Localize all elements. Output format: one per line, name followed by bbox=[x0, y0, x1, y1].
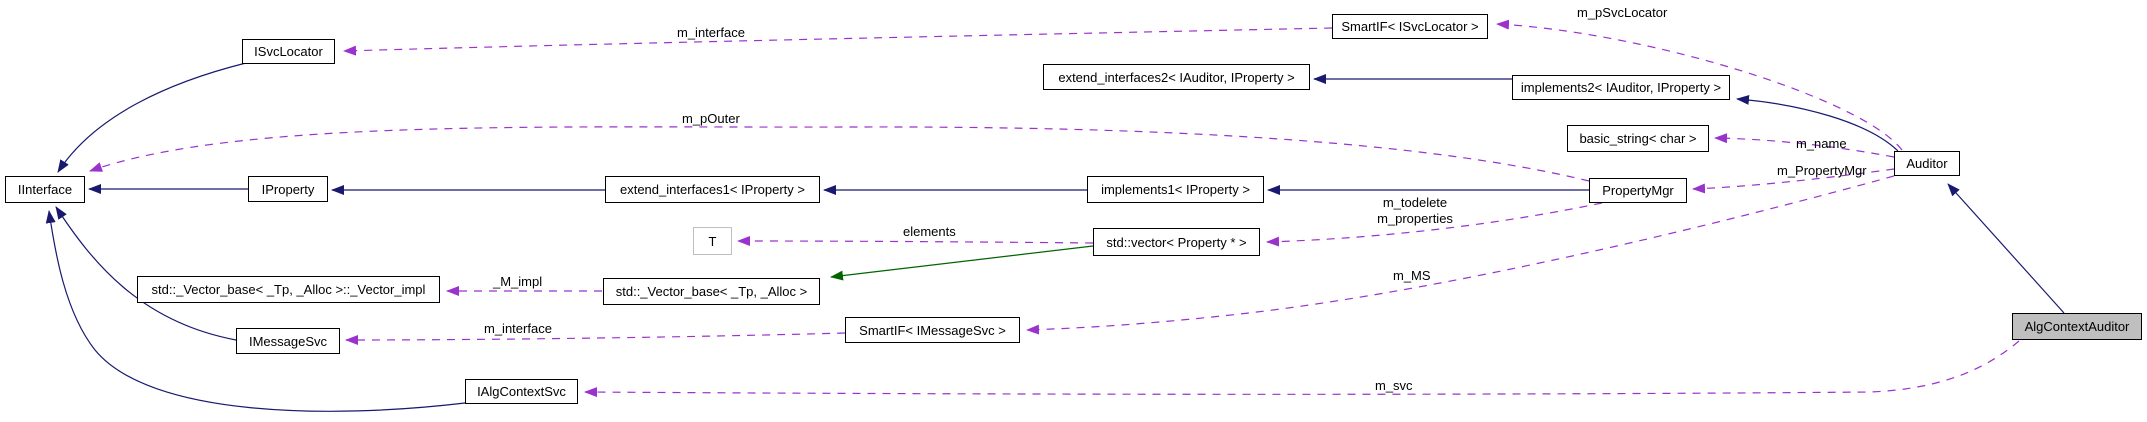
node-imessagesvc[interactable]: IMessageSvc bbox=[236, 328, 340, 354]
edge-label-m-interface-svclocator: m_interface bbox=[677, 25, 745, 40]
edge-usage-propertymgr-stdvector bbox=[1266, 202, 1603, 247]
node-smartif-imessagesvc[interactable]: SmartIF< IMessageSvc > bbox=[845, 317, 1020, 343]
node-std-vector[interactable]: std::vector< Property * > bbox=[1093, 228, 1260, 256]
edge-inherit-imessagesvc-iinterface bbox=[55, 206, 237, 341]
node-implements2[interactable]: implements2< IAuditor, IProperty > bbox=[1512, 75, 1730, 100]
node-implements1[interactable]: implements1< IProperty > bbox=[1087, 176, 1264, 203]
edge-label-m-pouter: m_pOuter bbox=[682, 111, 740, 126]
node-propertymgr[interactable]: PropertyMgr bbox=[1589, 178, 1687, 203]
edge-label-m-psvclocator: m_pSvcLocator bbox=[1577, 5, 1668, 20]
edge-label-m-name: m_name bbox=[1796, 136, 1847, 151]
node-extend-interfaces2[interactable]: extend_interfaces2< IAuditor, IProperty … bbox=[1043, 64, 1310, 90]
edge-label-m-svc: m_svc bbox=[1375, 378, 1413, 393]
edge-usage-auditor-smartifimessagesvc bbox=[1026, 175, 1895, 335]
edge-usage-auditor-propertymgr bbox=[1692, 168, 1895, 194]
node-isvclocator[interactable]: ISvcLocator bbox=[242, 39, 335, 64]
edge-usage-stdvector-tparam bbox=[737, 236, 1094, 247]
node-algcontextauditor-focus: AlgContextAuditor bbox=[2012, 313, 2142, 340]
edge-inherit-algcontextauditor-auditor bbox=[1947, 183, 2065, 314]
edge-label-m-properties: m_properties bbox=[1377, 211, 1453, 226]
node-template-param-t: T bbox=[693, 227, 732, 255]
edge-usage-smartifimessagesvc-imessagesvc bbox=[345, 332, 846, 345]
edge-label-m-todelete: m_todelete bbox=[1382, 195, 1448, 210]
node-extend-interfaces1[interactable]: extend_interfaces1< IProperty > bbox=[605, 176, 820, 203]
edge-usage-auditor-basicstring bbox=[1714, 133, 1895, 158]
node-auditor[interactable]: Auditor bbox=[1894, 151, 1960, 176]
edge-inherit-ialgcontextsvc-iinterface bbox=[45, 210, 466, 412]
node-vector-base[interactable]: std::_Vector_base< _Tp, _Alloc > bbox=[603, 278, 820, 305]
node-iproperty[interactable]: IProperty bbox=[248, 176, 328, 202]
edge-label-m-interface-messagesvc: m_interface bbox=[484, 321, 552, 336]
edge-usage-smartifisvclocator-isvclocator bbox=[343, 27, 1333, 56]
edge-inherit-stdvector-vectorbase bbox=[830, 245, 1094, 281]
edge-label-m-propertymgr: m_PropertyMgr bbox=[1777, 163, 1867, 178]
node-iinterface[interactable]: IInterface bbox=[5, 176, 85, 203]
node-basic-string[interactable]: basic_string< char > bbox=[1567, 125, 1709, 152]
node-smartif-isvclocator[interactable]: SmartIF< ISvcLocator > bbox=[1332, 14, 1488, 39]
edge-label-m-ms: m_MS bbox=[1393, 268, 1431, 283]
edge-usage-propertymgr-iinterface bbox=[89, 126, 1590, 182]
edge-label-m-impl: _M_impl bbox=[493, 274, 543, 289]
edge-label-elements: elements bbox=[903, 224, 956, 239]
node-ialgcontextsvc[interactable]: IAlgContextSvc bbox=[465, 379, 578, 404]
node-vector-impl[interactable]: std::_Vector_base< _Tp, _Alloc >::_Vecto… bbox=[137, 276, 440, 303]
edge-usage-algcontextauditor-ialgcontextsvc bbox=[584, 340, 2020, 398]
edge-inherit-auditor-implements2 bbox=[1736, 94, 1899, 152]
edge-usage-auditor-smartifisvclocator bbox=[1496, 19, 1903, 151]
edge-inherit-isvclocator-iinterface bbox=[57, 62, 247, 173]
